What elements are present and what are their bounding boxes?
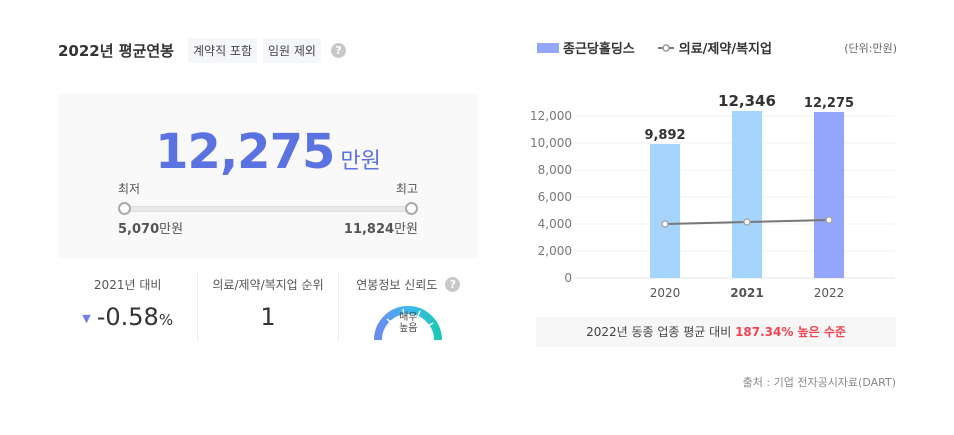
salary-chart: 0 2,000 4,000 6,000 8,000 10,000 12,000 …: [530, 92, 895, 300]
svg-text:2022: 2022: [814, 286, 845, 300]
max-value: 11,824만원: [343, 222, 418, 237]
bar-legend-swatch: [537, 42, 559, 53]
svg-text:2021: 2021: [730, 286, 763, 300]
salary-range-track: [124, 206, 412, 212]
point-2022[interactable]: [825, 216, 833, 224]
tag-contract-included: 계약직 포함: [187, 38, 257, 63]
stat-yoy-label: 2021년 대비: [93, 278, 162, 292]
average-salary-unit: 만원: [340, 149, 381, 174]
title-row: 2022년 평균연봉 계약직 포함 임원 제외 ?: [58, 38, 346, 63]
chart-legend: 종근당홀딩스 의료/제약/복지업 (단위:만원): [537, 38, 897, 57]
max-label: 최고: [395, 182, 418, 196]
tag-executive-excluded: 임원 제외: [263, 38, 321, 63]
triangle-down-icon: ▼: [82, 311, 91, 325]
svg-text:10,000: 10,000: [530, 136, 572, 150]
industry-comparison-summary: 2022년 동종 업종 평균 대비 187.34% 높은 수준: [536, 317, 896, 347]
average-salary: 12,275 만원: [58, 124, 478, 180]
question-circle-icon[interactable]: ?: [445, 277, 461, 292]
page-title: 2022년 평균연봉: [58, 42, 174, 60]
gauge-text: 매우 높음: [399, 312, 418, 334]
reliability-gauge: [374, 306, 443, 340]
bars: 9,892 12,346 12,275: [644, 92, 854, 278]
svg-text:2,000: 2,000: [538, 244, 572, 258]
point-2020[interactable]: [661, 220, 669, 228]
stat-reliability-label: 연봉정보 신뢰도: [356, 278, 438, 292]
industry-line: [661, 216, 833, 228]
max-knob: [405, 202, 418, 215]
svg-text:4,000: 4,000: [538, 217, 572, 231]
stat-yoy-value: -0.58: [96, 303, 159, 331]
svg-text:12,346: 12,346: [718, 92, 776, 110]
x-axis: 2020 2021 2022: [650, 286, 845, 300]
svg-text:6,000: 6,000: [538, 190, 572, 204]
source-note: 출처 : 기업 전자공시자료(DART): [742, 376, 896, 389]
min-value: 5,070만원: [118, 222, 184, 237]
svg-text:12,000: 12,000: [530, 109, 572, 123]
stat-rank: 의료/제약/복지업 순위 1: [197, 272, 337, 342]
svg-text:2020: 2020: [650, 286, 681, 300]
svg-text:9,892: 9,892: [644, 128, 685, 143]
average-salary-panel: 12,275 만원 최저 최고 5,070만원 11,824만원: [58, 94, 478, 258]
question-circle-icon[interactable]: ?: [330, 43, 346, 58]
stat-yoy: 2021년 대비 ▼ -0.58%: [82, 278, 174, 331]
point-2021[interactable]: [743, 218, 751, 226]
min-knob: [118, 202, 131, 215]
stat-rank-label: 의료/제약/복지업 순위: [212, 278, 324, 292]
line-legend-label: 의료/제약/복지업: [678, 42, 772, 57]
bar-legend-label: 종근당홀딩스: [563, 42, 635, 57]
svg-text:0: 0: [564, 271, 572, 285]
bar-2021[interactable]: [732, 111, 762, 278]
bar-2022[interactable]: [814, 112, 844, 278]
line-legend-marker-icon: [657, 43, 675, 53]
comparison-highlight: 187.34% 높은 수준: [735, 325, 846, 339]
min-label: 최저: [118, 182, 141, 196]
stat-rank-value: 1: [260, 303, 276, 331]
stat-reliability: 연봉정보 신뢰도? 매우 높음: [337, 272, 478, 342]
unit-label: (단위:만원): [844, 41, 897, 55]
stats-row: 2021년 대비 ▼ -0.58% 의료/제약/복지업 순위 1 연봉정보 신뢰도…: [58, 272, 478, 342]
svg-text:8,000: 8,000: [538, 163, 572, 177]
svg-text:12,275: 12,275: [804, 96, 854, 111]
average-salary-value: 12,275: [155, 124, 335, 180]
bar-2020[interactable]: [650, 144, 680, 278]
